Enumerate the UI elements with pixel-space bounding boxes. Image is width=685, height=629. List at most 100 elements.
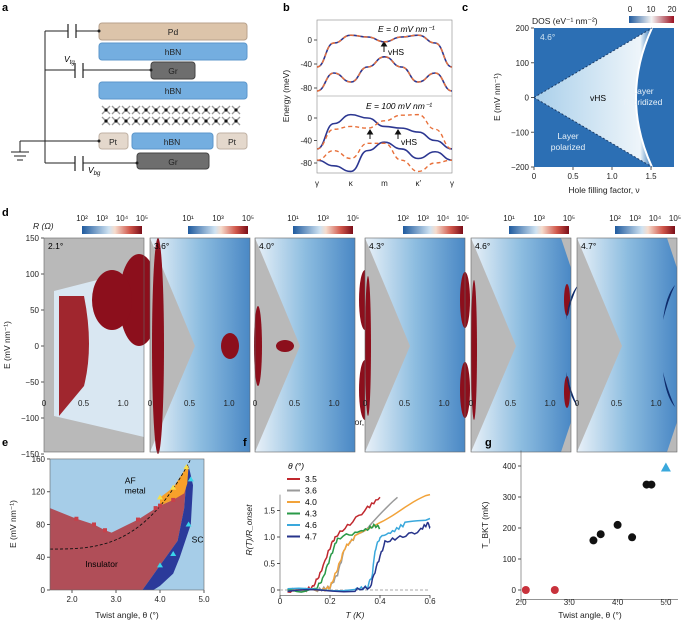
x-tick-label: κ′ (416, 179, 422, 188)
band-line-1-3 (316, 142, 453, 173)
y-tick-label: 100 (503, 555, 517, 564)
lattice-atom (124, 108, 128, 112)
superconducting-region (142, 465, 193, 590)
x-tick-label: 4.0 (154, 595, 166, 604)
sc-point (157, 562, 163, 568)
x-tick-label: 3.0 (110, 595, 122, 604)
v-bg-label: Vbg (88, 165, 101, 177)
x-tick-label: 0.6 (424, 597, 436, 606)
map-frame (576, 237, 678, 453)
lattice-atom (194, 108, 198, 112)
lattice-atom (174, 119, 178, 123)
map-frame (43, 237, 145, 453)
top-panel-title: E = 0 mV nm⁻¹ (378, 24, 435, 34)
band-line-1-2 (316, 113, 453, 150)
v-tg-label: Vtg (64, 54, 75, 66)
x-tick-label: 0 (532, 172, 537, 181)
y-tick-label: 0 (271, 586, 276, 595)
x-tick-label: 4.0 (612, 598, 624, 607)
y-tick-label: 150 (26, 234, 40, 243)
x-tick-label: 1.5 (645, 172, 657, 181)
x-tick-label: 0.5 (567, 172, 579, 181)
resistance-map-4.7°: 4.7° 10² 10³ 10⁴ 10⁵ 0 0.5 1.0 (575, 214, 681, 453)
x-tick-label: κ (349, 179, 354, 188)
lattice-atom (194, 119, 198, 123)
legend-label-4.3: 4.3 (305, 509, 317, 519)
colorbar-tick-label: 10³ (212, 214, 224, 223)
lattice-atom (234, 108, 238, 112)
colorbar-tick-label: 10⁵ (136, 214, 148, 223)
panel-d-resistance-maps: d R (Ω) E (mV nm⁻¹) Hole filling factor,… (2, 207, 681, 459)
y-tick-label: -80 (300, 84, 312, 93)
y-tick-label: 0 (35, 342, 40, 351)
data-point (647, 480, 656, 489)
colorbar-tick-label: 10³ (96, 214, 108, 223)
x-tick-label: 0.2 (324, 597, 336, 606)
x-tick-label: 1.0 (650, 399, 662, 408)
colorbar-tick-label: 10⁴ (649, 214, 662, 223)
hybridized-label-1: Layer (632, 86, 653, 96)
y-tick-label: 50 (30, 306, 39, 315)
lattice-atom (214, 108, 218, 112)
high-resistance-blob (365, 276, 371, 416)
lattice-atom (154, 119, 158, 123)
map-frame (149, 237, 251, 453)
vhs-line (635, 27, 653, 168)
x-axis-label: T (K) (346, 610, 365, 620)
resistance-colorbar (403, 226, 463, 234)
insulator-point (92, 522, 96, 527)
insulator-point (103, 528, 107, 533)
resistance-map-4.0°: 4.0° 10¹ 10³ 10⁵ 0 0.5 1.0 (253, 214, 371, 453)
data-point (589, 536, 598, 545)
y-tick-label: 200 (516, 24, 530, 33)
sc-point (185, 521, 192, 527)
x-tick-label: 0 (575, 399, 580, 408)
x-tick-label: 0.5 (611, 399, 623, 408)
x-axis-label: Twist angle, θ (°) (95, 610, 159, 620)
x-tick-label: 1.0 (223, 399, 235, 408)
panel-label-e: e (2, 437, 8, 449)
y-tick-label: 100 (26, 270, 40, 279)
no-data-corner (561, 238, 571, 452)
pt-right-label: Pt (228, 137, 237, 147)
bottom-panel-title: E = 100 mV nm⁻¹ (366, 101, 432, 111)
colorbar-tick-label: 10⁵ (563, 214, 575, 223)
panel-b-band-structure: b Energy (meV) E = 0 mV nm⁻¹ E = 100 mV … (281, 2, 454, 188)
resistance-colorbar (82, 226, 142, 234)
band-line-0-3 (316, 56, 453, 92)
panel-f-resistance-vs-temperature: f T (K) R(T)/R_onset θ (°) 3.53.64.04.34… (243, 437, 436, 620)
polarized-label-1: Layer (557, 131, 578, 141)
dashed-boundary-curve (50, 458, 192, 550)
y-tick-label: 0 (525, 94, 530, 103)
gr-bottom-label: Gr (168, 157, 178, 167)
x-tick-label: 1.0 (117, 399, 129, 408)
hbn-mid-label: hBN (165, 86, 182, 96)
lattice-atom (224, 108, 228, 112)
insulator-point (158, 503, 162, 508)
hbn-mid-layer (98, 81, 248, 100)
y-axis-label: Energy (meV) (281, 70, 291, 123)
y-axis-label: E (mV nm⁻¹) (8, 500, 18, 548)
wire-junction-dots (97, 29, 153, 165)
resistance-colorbar (509, 226, 569, 234)
lattice-atom (174, 108, 178, 112)
panel-c-dos-map: c DOS (eV⁻¹ nm⁻²) 0 10 20 4.6° vHS Layer… (462, 2, 677, 195)
af-point (157, 494, 163, 500)
y-tick-label: 120 (32, 488, 46, 497)
vhs-label: vHS (590, 93, 606, 103)
resistance-map-2.1°: 2.1° 10² 10³ 10⁴ 10⁵ 0 0.5 1.0 (42, 214, 159, 453)
data-point (596, 530, 605, 539)
lattice-atom (144, 108, 148, 112)
gr-top-label: Gr (168, 66, 178, 76)
colorbar-tick-label: 10³ (533, 214, 545, 223)
colorbar-tick-label: 10³ (629, 214, 641, 223)
band-line-0-2 (316, 34, 453, 68)
legend-label-3.6: 3.6 (305, 486, 317, 496)
gr-bottom-layer (136, 152, 210, 170)
colorbar-tick: 10 (647, 5, 656, 14)
angle-label: 4.6° (540, 32, 555, 42)
colorbar-tick: 20 (668, 5, 677, 14)
vhs-annotation-bottom: vHS (401, 137, 417, 147)
x-tick-label: 0.5 (78, 399, 90, 408)
x-tick-label: γ (450, 179, 454, 188)
